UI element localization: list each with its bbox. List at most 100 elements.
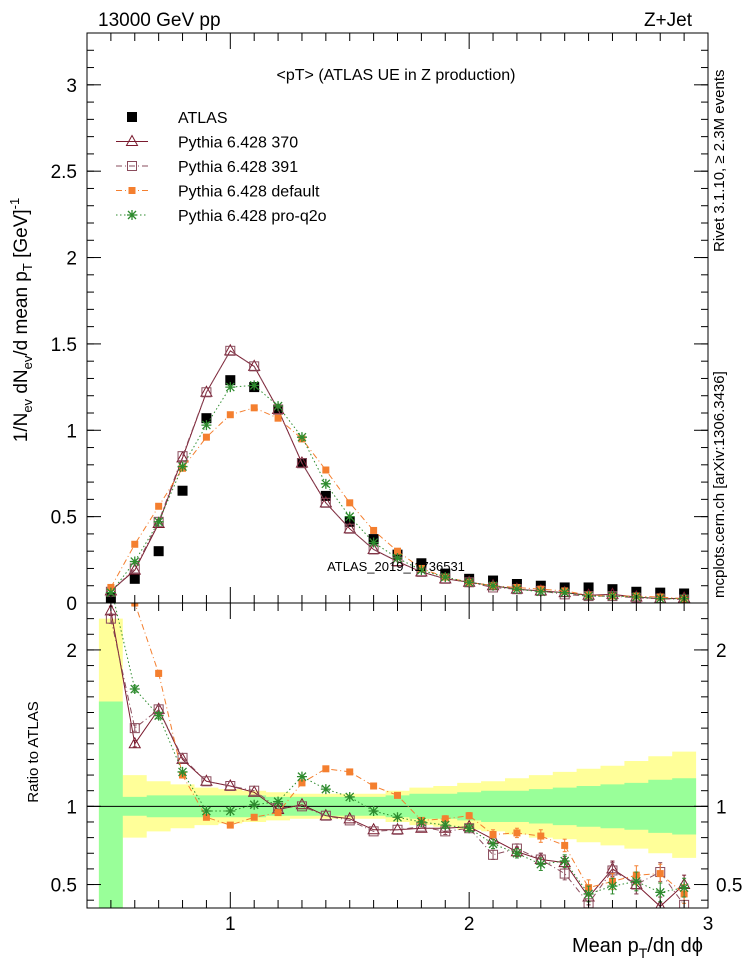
data-point (225, 345, 236, 356)
ratio-point (537, 832, 545, 840)
main-panel: 0 0.5 1 1.5 2 2.5 3 <pT> (ATLAS UE in Z produc… (7, 32, 709, 615)
ratio-point (105, 613, 116, 624)
ratio-point (465, 812, 473, 820)
ratio-point (225, 781, 236, 791)
ratio-point (153, 710, 164, 721)
data-point (322, 466, 330, 474)
ratio-point (202, 813, 210, 821)
ratio-point (176, 752, 189, 764)
y-tick-label: 2 (66, 249, 77, 270)
ratio-y-tick-label: 0.5 (51, 876, 77, 897)
data-point (559, 587, 570, 598)
ratio-point (128, 736, 142, 749)
rivet-version-label: Rivet 3.1.10, ≥ 2.3M events (711, 70, 728, 253)
ratio-point (607, 881, 618, 892)
ratio-point (249, 785, 260, 796)
ratio-point (441, 815, 449, 823)
ratio-point (561, 841, 569, 849)
ratio-point (296, 801, 307, 812)
legend-marker (127, 112, 137, 122)
data-point (225, 375, 236, 386)
legend-label: ATLAS (178, 110, 228, 127)
ratio-point (129, 723, 140, 734)
ratio-point (273, 796, 284, 807)
ratio-point (559, 868, 570, 879)
y-tick-label: 3 (66, 76, 77, 97)
data-point (344, 511, 355, 522)
data-point (177, 461, 188, 472)
x-tick-label: 1 (225, 914, 236, 935)
y-tick-label: 0.5 (51, 508, 77, 529)
ratio-line-3 (114, 603, 685, 895)
data-point (226, 411, 234, 419)
data-point (225, 382, 236, 393)
data-point (346, 499, 354, 507)
ratio-point (394, 791, 401, 799)
data-point (152, 516, 165, 529)
ratio-point (583, 888, 594, 899)
data-point (129, 573, 140, 584)
data-point (416, 558, 427, 569)
data-point (201, 387, 212, 398)
ratio-point (368, 826, 379, 837)
ratio-point (247, 785, 261, 797)
legend: ATLAS Pythia 6.428 370 Pythia 6.428 391 Pyt… (116, 110, 327, 225)
legend-marker (127, 210, 137, 220)
ratio-line-0 (110, 610, 685, 908)
ratio-point (225, 806, 236, 817)
data-point (488, 580, 499, 591)
ratio-point (631, 876, 642, 887)
ratio-point (346, 768, 354, 776)
ratio-plot-area (87, 603, 708, 908)
legend-marker (128, 187, 136, 194)
ratio-point (226, 821, 234, 829)
ratio-point (440, 820, 451, 831)
data-point (344, 523, 355, 534)
ratio-point (488, 849, 499, 860)
data-point (583, 582, 594, 593)
legend-marker (125, 134, 139, 146)
ratio-series-3 (114, 603, 690, 903)
ratio-y-tick-label-right: 1 (716, 797, 727, 818)
ratio-ticks: 0.5 0.5 1 1 2 2 1 2 3 (51, 603, 742, 935)
ratio-band-total (98, 618, 697, 908)
header-left-label: 13000 GeV pp (98, 10, 221, 31)
ratio-point (656, 870, 664, 878)
ratio-point (296, 771, 307, 782)
data-point (129, 556, 140, 567)
ratio-point (559, 856, 570, 867)
y-tick-label: 0 (66, 594, 77, 615)
data-point (273, 401, 284, 412)
ratio-panel: 0.5 0.5 1 1 2 2 1 2 3 Ratio to ATLAS Mean pT/dη … (25, 602, 742, 961)
ratio-point (367, 822, 380, 835)
data-point (343, 521, 357, 534)
ratio-point (344, 815, 355, 826)
data-point (464, 577, 475, 588)
data-point (511, 584, 522, 595)
ratio-point (295, 797, 309, 810)
ratio-point (177, 766, 188, 777)
main-plot-area (104, 343, 691, 603)
data-point (296, 432, 307, 443)
data-point (107, 583, 115, 591)
y-tick-label: 1.5 (51, 335, 77, 356)
data-point (320, 497, 331, 508)
ratio-point (249, 799, 260, 810)
ratio-y-tick-label-right: 2 (716, 641, 727, 662)
ratio-point (320, 810, 331, 821)
y-tick-label: 2.5 (51, 162, 77, 183)
data-point (296, 458, 307, 469)
ratio-point (679, 882, 690, 893)
data-point (319, 495, 333, 508)
ratio-band-stat (98, 701, 697, 908)
legend-label: Pythia 6.428 370 (178, 135, 298, 152)
data-point (274, 414, 282, 422)
data-point (202, 433, 210, 441)
ratio-line-1 (110, 618, 685, 906)
mcplots-label: mcplots.cern.ch [arXiv:1306.3436] (711, 371, 728, 598)
ratio-y-axis-label: Ratio to ATLAS (25, 701, 42, 802)
data-point (394, 547, 401, 555)
ratio-series-2 (131, 603, 688, 904)
data-point (177, 451, 188, 462)
